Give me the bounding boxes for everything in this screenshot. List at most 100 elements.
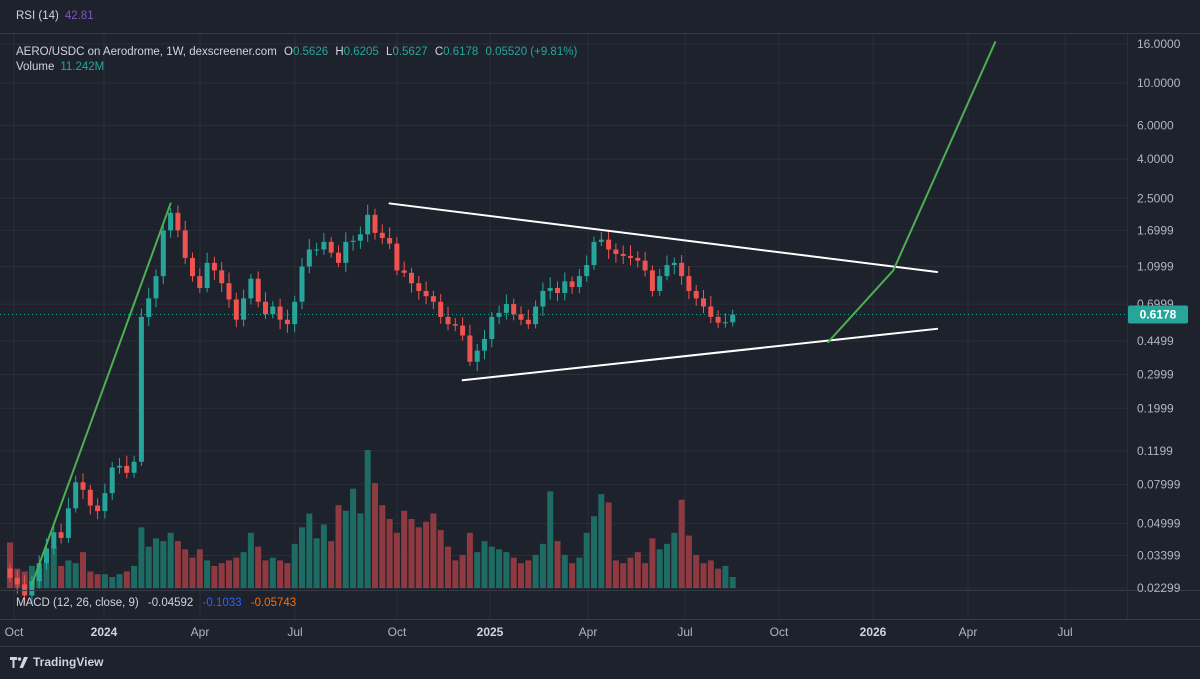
- candle: [87, 484, 93, 515]
- y-tick-label: 4.0000: [1137, 152, 1174, 166]
- volume-bar: [313, 538, 320, 588]
- volume-bar: [503, 552, 510, 588]
- candle-body: [146, 298, 152, 317]
- volume-legend[interactable]: Volume 11.242M: [16, 61, 104, 73]
- volume-bar: [364, 450, 371, 588]
- volume-bar: [320, 524, 327, 588]
- volume-bar: [43, 563, 50, 588]
- candle-body: [263, 301, 268, 315]
- candle-body: [489, 316, 495, 339]
- volume-bar: [423, 521, 430, 588]
- volume-bar: [233, 557, 240, 588]
- candle: [190, 252, 195, 282]
- volume-bar: [65, 560, 72, 588]
- candle-body: [175, 212, 181, 231]
- candle: [211, 256, 217, 280]
- volume-bar: [218, 563, 225, 588]
- rsi-legend[interactable]: RSI (14) 42.81: [16, 10, 94, 22]
- support-trendline[interactable]: [461, 327, 939, 382]
- candle-body: [409, 272, 414, 284]
- candle-body: [503, 304, 509, 313]
- volume-bar: [408, 519, 415, 588]
- candle-body: [314, 249, 320, 251]
- x-tick-label: Oct: [388, 625, 407, 639]
- candle: [525, 309, 531, 330]
- volume-bar: [722, 565, 729, 588]
- candle: [387, 227, 393, 250]
- candle: [686, 266, 692, 300]
- volume-bar: [437, 530, 444, 588]
- y-tick-label: 0.1999: [1137, 401, 1174, 415]
- candle-body: [686, 276, 692, 291]
- candle-body: [255, 278, 261, 302]
- candle-body: [29, 581, 35, 596]
- candle: [474, 343, 480, 372]
- volume-bar: [518, 563, 524, 588]
- volume-bar: [379, 505, 386, 588]
- volume-bar: [306, 513, 313, 588]
- y-tick-label: 10.0000: [1137, 76, 1181, 90]
- candle: [277, 298, 283, 330]
- candle-body: [620, 253, 626, 256]
- candle: [263, 292, 268, 320]
- y-tick-label: 0.04999: [1137, 516, 1181, 530]
- candle-body: [95, 505, 101, 512]
- candle-body: [182, 230, 188, 258]
- candle-body: [87, 489, 93, 506]
- y-tick-label: 0.02299: [1137, 581, 1181, 595]
- high-value: 0.6205: [343, 46, 379, 58]
- candle-body: [117, 465, 122, 468]
- candle: [299, 258, 305, 310]
- candle: [233, 292, 239, 328]
- volume-bar: [226, 560, 232, 588]
- candle-body: [7, 568, 13, 578]
- volume-value: 11.242M: [60, 61, 105, 73]
- candle: [306, 238, 312, 274]
- candle-body: [511, 304, 517, 315]
- candle-body: [730, 314, 736, 323]
- volume-bar: [459, 554, 466, 588]
- volume-bar: [532, 554, 539, 588]
- volume-label: Volume: [16, 61, 55, 73]
- projection-path[interactable]: [826, 41, 997, 344]
- macd-signal-value: -0.05743: [250, 597, 297, 609]
- symbol-legend[interactable]: AERO/USDC on Aerodrome, 1W, dexscreener.…: [16, 46, 577, 58]
- candle-body: [649, 270, 655, 291]
- volume-bar: [488, 546, 495, 588]
- x-tick-label: Oct: [770, 625, 789, 639]
- resistance-trendline[interactable]: [388, 202, 939, 273]
- candle-body: [292, 301, 298, 325]
- candle: [314, 242, 320, 256]
- candle: [401, 261, 407, 278]
- candle-body: [482, 338, 487, 351]
- candle: [730, 309, 736, 327]
- volume-bar: [196, 549, 203, 588]
- volume-bar: [50, 546, 57, 588]
- open-value: 0.5626: [292, 46, 329, 58]
- rally-trendline[interactable]: [30, 202, 172, 586]
- volume-bar: [729, 576, 736, 588]
- price-axis[interactable]: 16.0000 10.0000 6.0000 4.0000 2.5000 1.6999 1.…: [1137, 37, 1181, 595]
- time-axis[interactable]: Oct 2024 Apr Jul Oct 2025 Apr Jul Oct 2026 Apr Jul: [5, 625, 1073, 639]
- candle-body: [569, 281, 575, 287]
- volume-bar: [678, 499, 685, 588]
- volume-bar: [204, 560, 211, 588]
- tradingview-brand-label: TradingView: [33, 655, 104, 669]
- candle-body: [642, 260, 648, 271]
- macd-legend[interactable]: MACD (12, 26, close, 9) -0.04592 -0.1033…: [16, 597, 296, 609]
- volume-bar: [284, 563, 291, 588]
- candle: [671, 257, 677, 275]
- volume-bar: [649, 538, 656, 588]
- volume-bar: [160, 541, 167, 588]
- candle-body: [190, 257, 195, 277]
- tradingview-brand[interactable]: TradingView: [10, 655, 103, 669]
- high-label: H: [335, 46, 344, 58]
- candle-body: [124, 465, 130, 473]
- candle-body: [387, 238, 393, 244]
- candle: [649, 265, 655, 297]
- candle: [146, 287, 152, 327]
- candle: [255, 271, 261, 308]
- candle-body: [372, 214, 378, 233]
- y-tick-label: 1.0999: [1137, 260, 1174, 274]
